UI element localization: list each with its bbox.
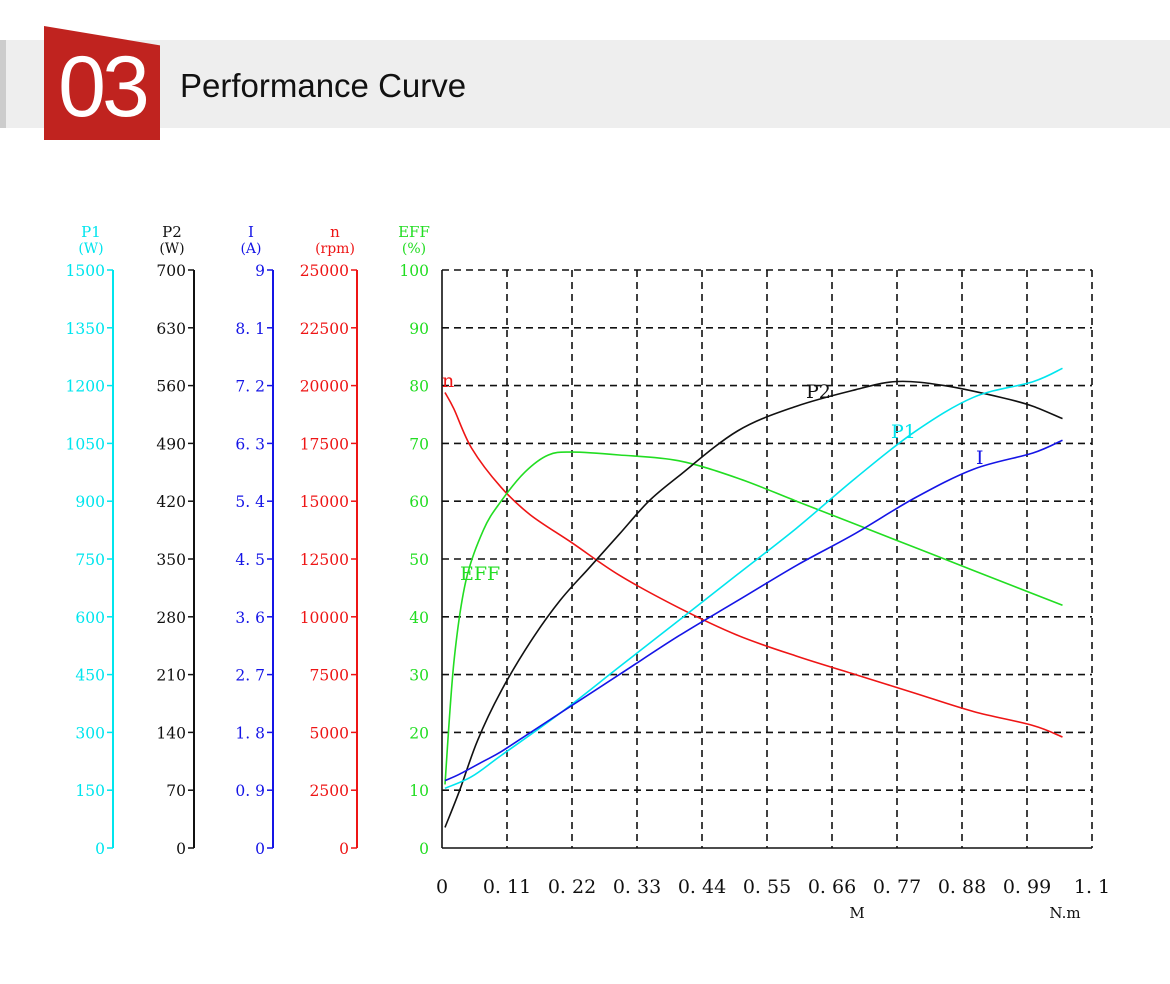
y-tick-label-n: 25000	[300, 262, 349, 280]
series-label-EFF: EFF	[460, 563, 500, 585]
y-tick-label-P2: 630	[156, 320, 186, 338]
y-axis-name-EFF: EFF	[398, 223, 430, 241]
y-tick-label-n: 10000	[300, 609, 349, 627]
y-tick-label-n: 12500	[300, 551, 349, 569]
y-tick-label-I: 6. 3	[235, 435, 265, 453]
y-tick-label-P1: 750	[75, 551, 105, 569]
y-axis-name-n: n	[330, 223, 340, 241]
y-axis-name-P2: P2	[162, 223, 182, 241]
y-axis-unit-P1: (W)	[78, 241, 103, 257]
y-tick-label-EFF: 80	[409, 378, 429, 396]
x-tick-label: 1. 1	[1074, 876, 1110, 898]
series-label-P2: P2	[806, 381, 831, 403]
y-tick-label-P2: 0	[176, 840, 186, 858]
x-tick-label: 0. 44	[678, 876, 726, 898]
y-tick-label-n: 22500	[300, 320, 349, 338]
x-tick-label: 0. 33	[613, 876, 661, 898]
y-axis-unit-EFF: (%)	[402, 241, 426, 257]
series-line-P1	[444, 367, 1063, 790]
series-label-P1: P1	[891, 421, 916, 443]
series-line-EFF	[444, 451, 1063, 785]
y-tick-label-EFF: 60	[409, 493, 429, 511]
y-tick-label-I: 4. 5	[235, 551, 265, 569]
y-tick-label-P1: 1350	[66, 320, 105, 338]
y-tick-label-P1: 600	[75, 609, 105, 627]
y-tick-label-P1: 150	[75, 782, 105, 800]
y-tick-label-n: 5000	[310, 724, 349, 742]
y-axis-name-I: I	[248, 223, 254, 241]
y-tick-label-n: 20000	[300, 378, 349, 396]
series-line-P2	[444, 380, 1063, 828]
y-tick-label-P2: 140	[156, 724, 186, 742]
y-tick-label-I: 5. 4	[235, 493, 265, 511]
y-tick-label-P1: 300	[75, 724, 105, 742]
x-tick-label: 0. 22	[548, 876, 596, 898]
y-tick-label-P2: 420	[156, 493, 186, 511]
y-tick-label-n: 0	[339, 840, 349, 858]
y-axis-unit-I: (A)	[240, 241, 261, 257]
series-label-n: n	[442, 370, 454, 392]
y-tick-label-P1: 0	[95, 840, 105, 858]
y-tick-label-P2: 280	[156, 609, 186, 627]
y-tick-label-I: 8. 1	[235, 320, 265, 338]
y-tick-label-n: 7500	[310, 667, 349, 685]
y-tick-label-I: 3. 6	[235, 609, 265, 627]
y-tick-label-P2: 490	[156, 435, 186, 453]
y-tick-label-P1: 1500	[66, 262, 105, 280]
y-tick-label-EFF: 40	[409, 609, 429, 627]
y-tick-label-P2: 70	[166, 782, 186, 800]
y-tick-label-EFF: 50	[409, 551, 429, 569]
y-tick-label-EFF: 100	[399, 262, 429, 280]
series-label-I: I	[976, 447, 984, 469]
y-tick-label-P2: 210	[156, 667, 186, 685]
section-number-badge	[44, 26, 160, 140]
y-tick-label-I: 0. 9	[235, 782, 265, 800]
y-tick-label-n: 2500	[310, 782, 349, 800]
header-band	[0, 40, 1170, 128]
x-tick-label: 0	[436, 876, 448, 898]
y-axis-name-P1: P1	[81, 223, 101, 241]
y-tick-label-P1: 1200	[66, 378, 105, 396]
y-tick-label-P1: 450	[75, 667, 105, 685]
y-tick-label-I: 2. 7	[235, 667, 265, 685]
y-tick-label-P2: 700	[156, 262, 186, 280]
y-tick-label-EFF: 30	[409, 667, 429, 685]
y-tick-label-P1: 1050	[66, 435, 105, 453]
x-tick-label: 0. 55	[743, 876, 791, 898]
y-tick-label-P2: 560	[156, 378, 186, 396]
y-tick-label-EFF: 10	[409, 782, 429, 800]
y-axis-unit-P2: (W)	[159, 241, 184, 257]
y-axis-unit-n: (rpm)	[315, 241, 355, 257]
y-tick-label-I: 9	[255, 262, 265, 280]
x-tick-label: 0. 88	[938, 876, 986, 898]
x-tick-label: 0. 66	[808, 876, 856, 898]
x-axis-label-unit: N.m	[1049, 904, 1080, 922]
y-tick-label-n: 17500	[300, 435, 349, 453]
x-tick-label: 0. 99	[1003, 876, 1051, 898]
y-tick-label-EFF: 70	[409, 435, 429, 453]
section-number: 03	[58, 39, 150, 135]
y-tick-label-I: 1. 8	[235, 724, 265, 742]
y-tick-label-I: 7. 2	[235, 378, 265, 396]
y-tick-label-P1: 900	[75, 493, 105, 511]
x-axis-label-m: M	[849, 904, 864, 922]
y-tick-label-EFF: 20	[409, 724, 429, 742]
series-line-I	[444, 439, 1063, 782]
x-tick-label: 0. 11	[483, 876, 531, 898]
header-left-strip	[0, 40, 6, 128]
y-tick-label-n: 15000	[300, 493, 349, 511]
y-tick-label-EFF: 0	[419, 840, 429, 858]
series-line-n	[444, 392, 1063, 738]
y-tick-label-I: 0	[255, 840, 265, 858]
x-tick-label: 0. 77	[873, 876, 921, 898]
page-title: Performance Curve	[180, 67, 467, 104]
y-tick-label-EFF: 90	[409, 320, 429, 338]
y-tick-label-P2: 350	[156, 551, 186, 569]
